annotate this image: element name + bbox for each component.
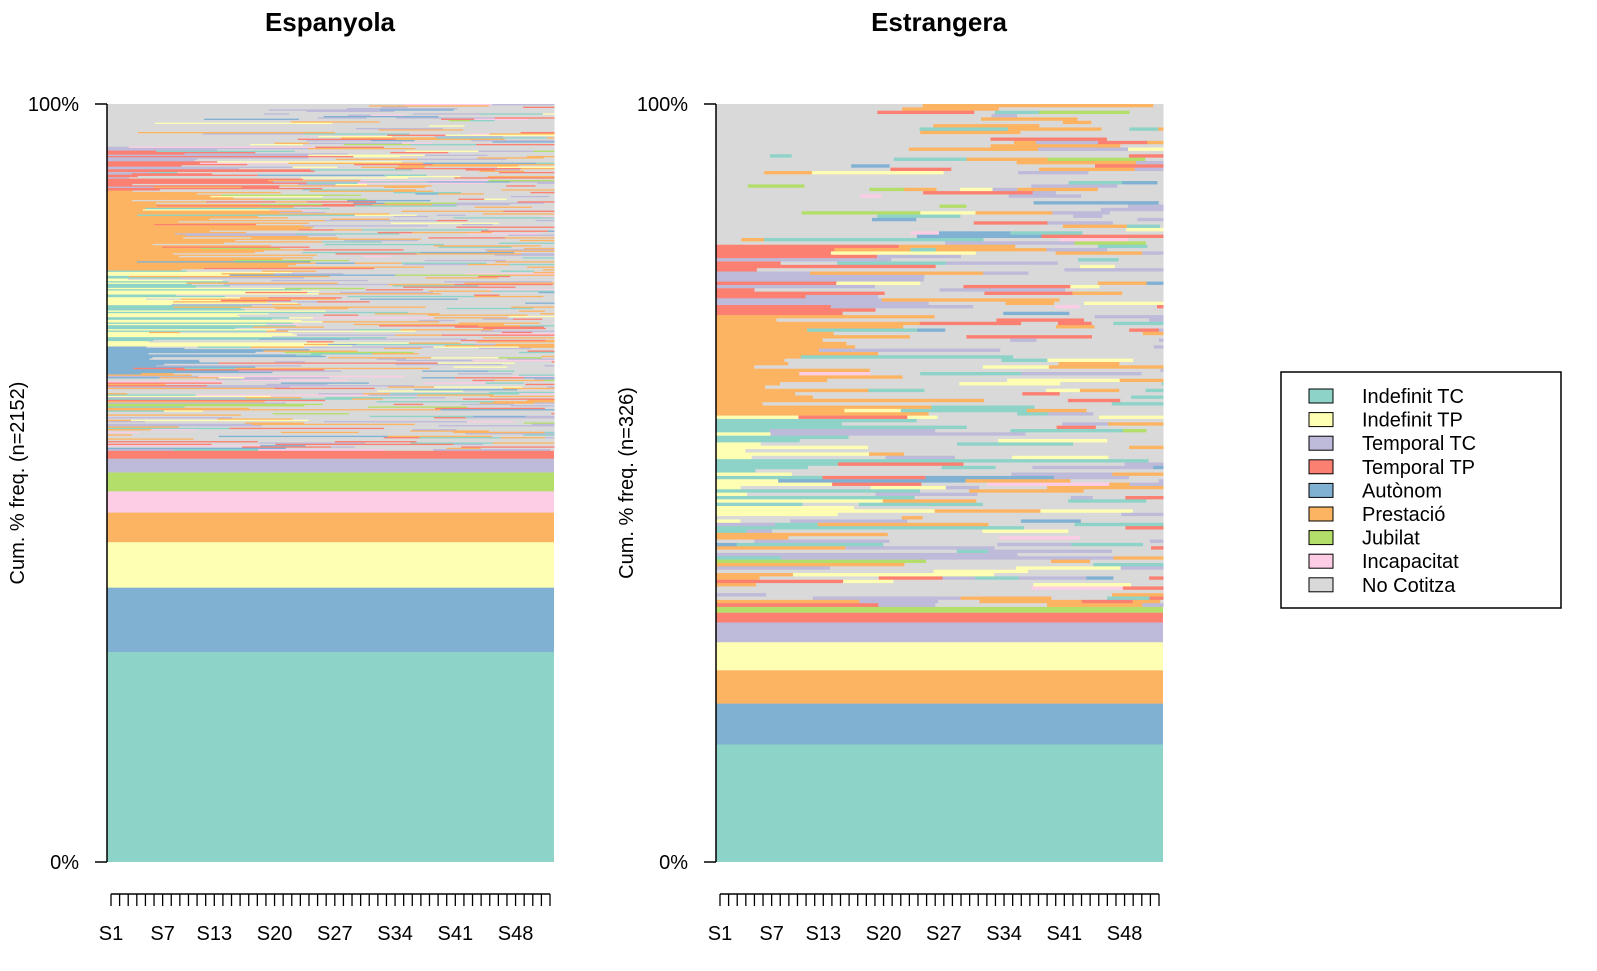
panel-estrangera: Estrangera Cum. % freq. (n=326) 0% 100% S1… [616,7,1164,945]
legend-swatch [1308,459,1334,475]
legend-swatch [1308,482,1334,498]
x-tick-label: S34 [377,923,413,945]
panel-title: Estrangera [871,7,1007,37]
x-tick-label: S20 [257,923,293,945]
legend-label: Indefinit TP [1362,410,1463,432]
x-tick-label: S7 [150,923,174,945]
x-tick-label: S48 [1107,923,1143,945]
band-jubilat [716,606,1163,613]
x-tick-label: S27 [317,923,353,945]
x-tick-label: S13 [196,923,232,945]
legend-label: No Cotitza [1362,575,1456,597]
y-tick-label: 100% [28,94,79,116]
y-axis-label: Cum. % freq. (n=2152) [7,382,29,585]
legend-item: Indefinit TP [1308,410,1463,432]
legend-item: Indefinit TC [1308,386,1464,408]
band-aut-nom [107,587,554,653]
legend-label: Prestació [1362,504,1445,526]
legend-item: Prestació [1308,504,1445,526]
plot-area [716,104,1164,862]
band-temporal-tp [716,612,1163,623]
x-tick-label: S1 [99,923,123,945]
y-axis-label: Cum. % freq. (n=326) [616,387,638,579]
x-tick-label: S41 [438,923,474,945]
y-tick-label: 100% [637,94,688,116]
band-indefinit-tc [716,744,1163,862]
band-jubilat [107,472,554,492]
legend-swatch [1308,506,1334,522]
y-tick-label: 0% [659,852,688,874]
band-aut-nom [716,703,1163,745]
legend-item: Jubilat [1308,528,1420,550]
legend-swatch [1308,530,1334,546]
panel-espanyola: Espanyola Cum. % freq. (n=2152) 0% 100% S1… [7,7,555,945]
band-prestaci- [716,670,1163,704]
legend-label: Temporal TP [1362,457,1475,479]
plot-area [107,104,555,862]
band-indefinit-tc [107,652,554,862]
legend-item: Autònom [1308,480,1442,502]
band-indefinit-tp [716,642,1163,671]
legend-label: Jubilat [1362,528,1420,550]
legend-swatch [1308,412,1334,428]
sequence-texture [716,104,1164,607]
legend-item: Temporal TC [1308,433,1476,455]
panel-title: Espanyola [265,7,396,37]
band-incapacitat [107,491,554,513]
x-tick-label: S41 [1047,923,1083,945]
legend-label: Temporal TC [1362,433,1476,455]
legend-swatch [1308,577,1334,593]
band-indefinit-tp [107,542,554,588]
band-temporal-tp [107,450,554,459]
legend-item: No Cotitza [1308,575,1456,597]
band-temporal-tc [107,458,554,473]
axes: 0% 100% S1 S7 S13 S20 S27 S34 S41 S48 [28,94,551,945]
legend-label: Indefinit TC [1362,386,1464,408]
x-tick-label: S7 [759,923,783,945]
x-tick-label: S20 [866,923,902,945]
x-tick-label: S34 [986,923,1022,945]
x-tick-label: S13 [805,923,841,945]
x-tick-label: S27 [926,923,962,945]
sequence-texture [107,104,555,451]
legend-label: Incapacitat [1362,551,1459,573]
y-tick-label: 0% [50,852,79,874]
band-prestaci- [107,512,554,543]
x-tick-label: S1 [708,923,732,945]
axes: 0% 100% S1 S7 S13 S20 S27 S34 S41 S48 [637,94,1160,945]
legend-swatch [1308,553,1334,569]
legend-swatch [1308,435,1334,451]
band-temporal-tc [716,622,1163,643]
x-tick-label: S48 [498,923,534,945]
legend-item: Temporal TP [1308,457,1475,479]
legend-label: Autònom [1362,480,1442,502]
legend-swatch [1308,388,1334,404]
legend-item: Incapacitat [1308,551,1459,573]
